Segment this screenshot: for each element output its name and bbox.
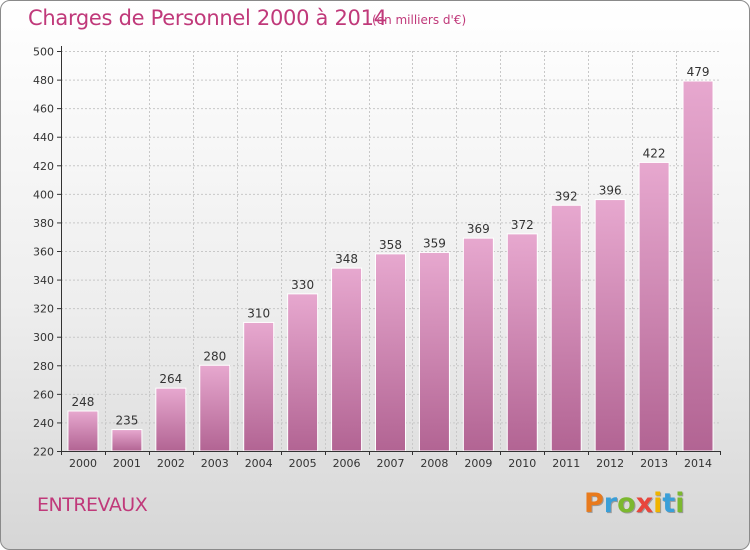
logo-letter: x bbox=[635, 488, 654, 519]
x-tick-label: 2000 bbox=[69, 457, 97, 470]
logo-letter: t bbox=[662, 488, 676, 519]
y-tick-label: 260 bbox=[33, 388, 54, 401]
y-tick-label: 300 bbox=[33, 331, 54, 344]
x-tick-label: 2012 bbox=[596, 457, 624, 470]
data-label: 330 bbox=[291, 278, 314, 292]
bar bbox=[199, 364, 231, 452]
bar bbox=[287, 293, 319, 452]
y-tick-label: 280 bbox=[33, 360, 54, 373]
x-tick-label: 2005 bbox=[289, 457, 317, 470]
bar bbox=[331, 267, 363, 452]
y-tick-label: 220 bbox=[33, 446, 54, 459]
labels: 220 240 260 280 300 320 340 360 380 400 420 440 460 4… bbox=[33, 46, 712, 471]
x-tick-label: 2003 bbox=[201, 457, 229, 470]
data-label: 264 bbox=[159, 372, 182, 386]
y-tick-label: 360 bbox=[33, 246, 54, 259]
data-label: 348 bbox=[335, 252, 358, 266]
bar bbox=[682, 80, 714, 452]
bar-chart: 220 240 260 280 300 320 340 360 380 400 420 440 460 4… bbox=[33, 46, 721, 471]
data-label: 235 bbox=[115, 414, 138, 428]
axes bbox=[57, 46, 721, 455]
x-tick-label: 2004 bbox=[245, 457, 273, 470]
bar bbox=[243, 321, 275, 452]
x-tick-label: 2011 bbox=[552, 457, 580, 470]
x-tick-label: 2013 bbox=[640, 457, 668, 470]
x-tick-label: 2009 bbox=[464, 457, 492, 470]
y-tick-label: 420 bbox=[33, 160, 54, 173]
x-tick-label: 2008 bbox=[420, 457, 448, 470]
data-label: 392 bbox=[555, 189, 578, 203]
bar bbox=[550, 204, 582, 452]
bar bbox=[418, 251, 450, 452]
logo-letter: o bbox=[617, 488, 636, 519]
y-tick-label: 460 bbox=[33, 103, 54, 116]
data-label: 372 bbox=[511, 218, 534, 232]
bar bbox=[638, 161, 670, 452]
bar bbox=[375, 253, 406, 452]
unit-note: (en milliers d'€) bbox=[372, 13, 467, 27]
x-tick-label: 2006 bbox=[333, 457, 361, 470]
bar bbox=[111, 429, 143, 452]
y-tick-label: 340 bbox=[33, 274, 54, 287]
logo-letter: i bbox=[675, 488, 685, 519]
commune-name: ENTREVAUX bbox=[37, 494, 148, 516]
logo-letter: P bbox=[584, 488, 604, 519]
y-tick-label: 320 bbox=[33, 303, 54, 316]
data-label: 280 bbox=[203, 349, 226, 363]
y-tick-label: 440 bbox=[33, 131, 54, 144]
data-label: 248 bbox=[72, 395, 95, 409]
data-label: 369 bbox=[467, 222, 490, 236]
bar bbox=[462, 237, 494, 452]
bars bbox=[67, 80, 714, 452]
y-tick-label: 380 bbox=[33, 217, 54, 230]
chart-title: Charges de Personnel 2000 à 2014 bbox=[28, 6, 387, 30]
bar bbox=[506, 233, 538, 452]
x-tick-label: 2014 bbox=[684, 457, 712, 470]
y-tick-label: 240 bbox=[33, 417, 54, 430]
x-tick-label: 2010 bbox=[508, 457, 536, 470]
data-label: 310 bbox=[247, 306, 270, 320]
data-label: 358 bbox=[379, 238, 402, 252]
y-tick-label: 400 bbox=[33, 188, 54, 201]
data-label: 359 bbox=[423, 236, 446, 250]
x-tick-label: 2002 bbox=[157, 457, 185, 470]
proxiti-logo: Proxiti bbox=[584, 488, 685, 519]
data-label: 396 bbox=[599, 184, 622, 198]
x-tick-label: 2001 bbox=[113, 457, 141, 470]
bar bbox=[155, 387, 187, 452]
data-label: 422 bbox=[643, 146, 666, 160]
y-tick-label: 500 bbox=[33, 46, 54, 59]
bar bbox=[67, 410, 99, 452]
bar bbox=[594, 199, 626, 452]
y-tick-label: 480 bbox=[33, 74, 54, 87]
data-label: 479 bbox=[687, 65, 710, 79]
logo-letter: r bbox=[603, 488, 618, 519]
logo-letter: i bbox=[653, 488, 663, 519]
x-tick-label: 2007 bbox=[377, 457, 405, 470]
